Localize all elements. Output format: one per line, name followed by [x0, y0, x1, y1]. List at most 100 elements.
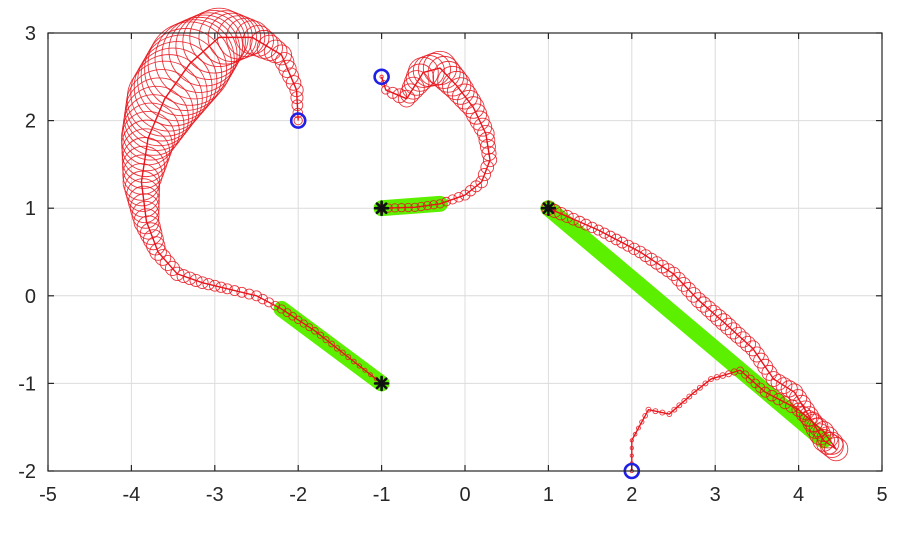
trajectory-circle [274, 52, 295, 72]
x-tick-label: -3 [206, 484, 224, 506]
trajectory-circle [202, 278, 215, 291]
trajectory-circle [482, 152, 498, 168]
trajectory-circle [714, 313, 733, 331]
trajectory-circle [709, 309, 728, 327]
trajectory-circle [399, 83, 421, 104]
trajectory-circle [168, 14, 241, 87]
trajectory-circle [293, 315, 303, 325]
trajectory-circle [207, 12, 257, 63]
trajectory-circle [328, 340, 335, 348]
trajectory-circle [154, 19, 235, 100]
trajectory-circle [696, 384, 703, 391]
start-marker [289, 112, 307, 129]
trajectory-circle [263, 297, 275, 308]
trajectory-circle [598, 227, 610, 239]
x-tick-label: 3 [710, 484, 721, 506]
trajectory-circle [719, 372, 726, 379]
trajectory-circle [708, 376, 714, 382]
trajectory-circle [242, 25, 274, 57]
trajectory-circle [676, 276, 691, 292]
trajectory-circle [208, 279, 221, 292]
trajectory-circle [753, 352, 770, 369]
trajectory-circle [356, 363, 363, 369]
trajectory-circle [690, 292, 707, 309]
trajectory-circle [147, 21, 232, 106]
trajectory-circle [798, 406, 820, 427]
trajectory-circle [479, 138, 496, 155]
trajectory-circle [159, 254, 176, 271]
trajectory-circle [249, 29, 279, 59]
trajectory-circle [386, 86, 399, 99]
trajectory-circle [788, 389, 808, 408]
trajectory-circle [639, 419, 645, 425]
trajectory-circle [345, 354, 352, 361]
trajectory-circle [333, 345, 341, 352]
trajectory-circle [604, 230, 617, 243]
trajectory-circle [144, 28, 228, 111]
trajectory-circle [311, 327, 319, 335]
trajectory-circle [739, 335, 756, 353]
trajectory-circle [573, 215, 586, 228]
trajectory-circle [131, 200, 160, 229]
trajectory-circle [183, 271, 197, 285]
trajectory-circle [453, 192, 464, 203]
x-tick-label: -2 [289, 484, 307, 506]
trajectory-circle [642, 413, 648, 419]
trajectory-circle [567, 212, 580, 226]
trajectory-circle [140, 34, 223, 117]
trajectory-circle [139, 222, 163, 245]
trajectory-circle [820, 434, 844, 459]
x-tick-label: 4 [793, 484, 804, 506]
trajectory-circle [680, 282, 697, 298]
endpoint-markers [289, 68, 641, 480]
trajectory-circle [381, 85, 391, 95]
trajectory-circle [215, 281, 227, 293]
trajectory-circle [748, 346, 765, 363]
trajectory-circle [403, 70, 430, 96]
trajectory-circle [616, 236, 629, 249]
trajectory-line [380, 67, 491, 209]
trajectory-circle [441, 196, 452, 207]
target-marker [373, 375, 390, 392]
trajectory-circle [628, 242, 641, 256]
trajectory-circle [263, 39, 288, 64]
trajectory-circle [339, 349, 346, 356]
trajectory-circle [780, 380, 798, 398]
trajectory-circle [632, 431, 638, 437]
trajectory-line [140, 36, 383, 384]
y-tick-label: 0 [25, 286, 36, 308]
trajectory-circle [316, 331, 325, 339]
trajectory-circle [243, 288, 255, 300]
trajectory-circle [622, 239, 635, 252]
trajectory-circle [271, 44, 292, 66]
trajectory-circle [427, 55, 461, 89]
trajectory-circle [121, 128, 171, 178]
trajectory-circle [121, 119, 173, 172]
trajectory-circle [133, 47, 213, 127]
x-tick-label: 5 [876, 484, 887, 506]
target-marker [373, 200, 390, 216]
trajectory-circle [765, 371, 782, 387]
trajectory-circle [772, 393, 785, 406]
trajectory-circle [805, 417, 827, 439]
trajectory-circles [120, 7, 849, 474]
trajectory-circle [757, 358, 774, 375]
trajectory-circle [592, 224, 604, 236]
trajectory-circle [719, 317, 738, 336]
trajectory-circle [405, 63, 435, 92]
trajectory-circle [705, 304, 722, 322]
x-tick-label: -4 [123, 484, 141, 506]
trajectory-circle [170, 266, 185, 282]
trajectory-circle [736, 366, 745, 375]
trajectory-circle [802, 411, 824, 433]
trajectory-circle [257, 293, 269, 305]
grid-lines [48, 33, 882, 471]
trajectory-circle [729, 326, 747, 344]
trajectory-circle [229, 285, 241, 296]
trajectory-circle [251, 290, 262, 302]
trajectory-circle [766, 389, 778, 402]
trajectory-circle [464, 184, 477, 197]
trajectory-circle [812, 429, 835, 452]
trajectory-circle [824, 436, 849, 462]
